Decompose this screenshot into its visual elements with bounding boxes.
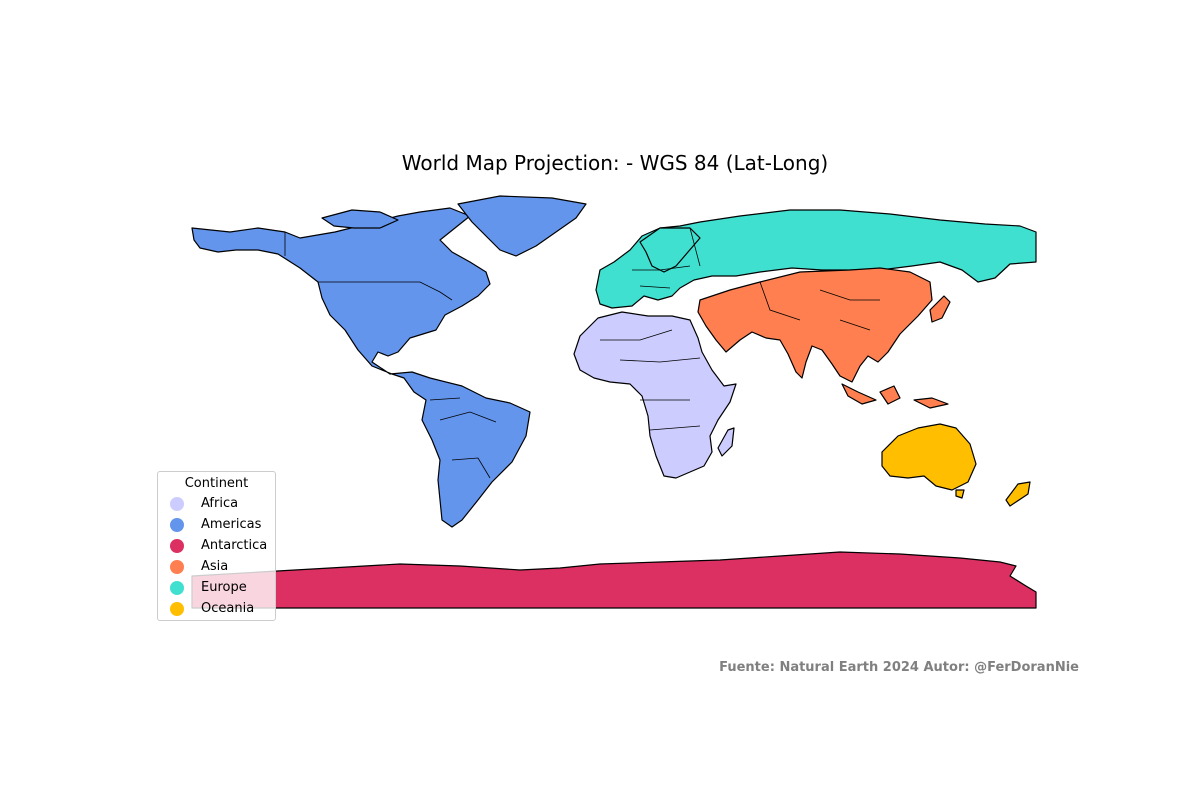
region-antarctica <box>191 551 1037 609</box>
new-zealand-landmass <box>1005 481 1031 507</box>
legend: Continent Africa Americas Antarctica Asi… <box>157 471 276 621</box>
europe-borders <box>632 227 701 289</box>
region-oceania <box>881 423 1031 507</box>
australia-landmass <box>881 423 977 491</box>
legend-label: Europe <box>201 580 247 595</box>
source-credit: Fuente: Natural Earth 2024 Autor: @FerDo… <box>719 660 1079 675</box>
japan-landmass <box>929 295 951 323</box>
legend-label: Americas <box>201 517 262 532</box>
legend-title: Continent <box>184 476 249 491</box>
legend-label: Oceania <box>201 601 255 616</box>
region-americas <box>191 195 587 528</box>
legend-label: Africa <box>201 496 239 511</box>
legend-item-europe: Europe <box>158 577 275 598</box>
scandinavia-landmass <box>639 227 701 273</box>
legend-marker <box>170 538 184 553</box>
greenland-landmass <box>457 195 587 257</box>
madagascar-landmass <box>717 427 735 457</box>
indonesia-landmass <box>841 383 949 409</box>
legend-marker <box>170 496 184 511</box>
map-title: World Map Projection: - WGS 84 (Lat-Long… <box>401 151 829 175</box>
legend-item-africa: Africa <box>158 493 275 514</box>
canada-islands <box>321 209 399 229</box>
legend-item-americas: Americas <box>158 514 275 535</box>
europe-russia-landmass <box>595 209 1037 309</box>
legend-item-oceania: Oceania <box>158 598 275 619</box>
legend-marker <box>170 580 184 595</box>
region-africa <box>573 311 737 479</box>
north-america-landmass <box>191 207 531 528</box>
south-america-borders <box>429 397 497 479</box>
asia-borders <box>759 281 880 331</box>
asia-landmass <box>697 267 933 383</box>
legend-marker <box>170 559 184 574</box>
region-asia <box>697 267 951 409</box>
region-europe <box>595 209 1037 309</box>
tasmania-landmass <box>955 489 965 499</box>
legend-label: Asia <box>201 559 229 574</box>
legend-item-antarctica: Antarctica <box>158 535 275 556</box>
africa-borders <box>600 329 701 431</box>
legend-marker <box>170 517 184 532</box>
legend-label: Antarctica <box>201 538 268 553</box>
us-canada-border <box>284 232 453 301</box>
antarctica-landmass <box>191 551 1037 609</box>
africa-landmass <box>573 311 737 479</box>
legend-item-asia: Asia <box>158 556 275 577</box>
legend-marker <box>170 601 184 616</box>
